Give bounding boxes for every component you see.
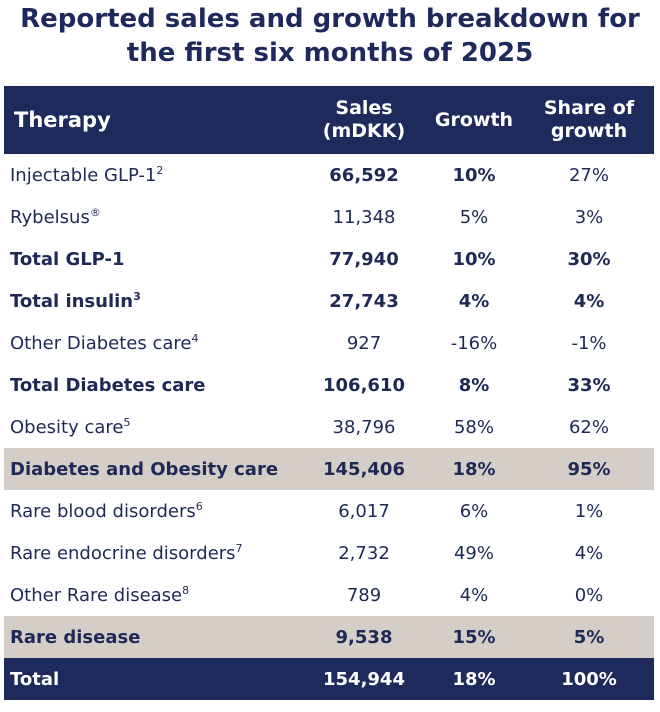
table-row: Other Diabetes care4 927 -16% -1% bbox=[4, 322, 654, 364]
table-row: Rare endocrine disorders7 2,732 49% 4% bbox=[4, 532, 654, 574]
therapy-label: Total insulin bbox=[10, 290, 134, 312]
header-sales-line2: (mDKK) bbox=[322, 120, 406, 142]
share-cell: 1% bbox=[574, 500, 604, 522]
therapy-cell: Total Diabetes care bbox=[4, 364, 304, 406]
therapy-label: Rare endocrine disorders bbox=[10, 542, 236, 564]
share-cell: 95% bbox=[567, 458, 611, 480]
therapy-cell: Total insulin3 bbox=[4, 280, 304, 322]
therapy-cell: Rybelsus® bbox=[4, 196, 304, 238]
share-cell: -1% bbox=[571, 332, 607, 354]
sales-cell: 38,796 bbox=[332, 416, 396, 438]
sales-cell: 106,610 bbox=[323, 374, 405, 396]
growth-cell: 4% bbox=[458, 290, 490, 312]
header-sales-line1: Sales bbox=[335, 97, 393, 119]
therapy-cell: Rare endocrine disorders7 bbox=[4, 532, 304, 574]
sales-cell: 145,406 bbox=[323, 458, 405, 480]
share-cell: 27% bbox=[568, 164, 609, 186]
growth-cell: 58% bbox=[453, 416, 494, 438]
growth-cell: 10% bbox=[452, 248, 496, 270]
therapy-label: Other Rare disease bbox=[10, 584, 183, 606]
table-row: Injectable GLP-12 66,592 10% 27% bbox=[4, 154, 654, 196]
sales-cell: 927 bbox=[346, 332, 382, 354]
share-cell: 5% bbox=[573, 626, 605, 648]
therapy-label: Other Diabetes care bbox=[10, 332, 192, 354]
therapy-label: Diabetes and Obesity care bbox=[10, 458, 279, 480]
growth-cell: 18% bbox=[452, 668, 496, 690]
share-cell: 0% bbox=[574, 584, 604, 606]
table-row: Total Diabetes care 106,610 8% 33% bbox=[4, 364, 654, 406]
sales-cell: 11,348 bbox=[332, 206, 396, 228]
title-line-2: the first six months of 2025 bbox=[126, 38, 534, 68]
table-row: Total GLP-1 77,940 10% 30% bbox=[4, 238, 654, 280]
therapy-label: Total GLP-1 bbox=[10, 248, 125, 270]
sales-cell: 789 bbox=[346, 584, 382, 606]
header-sales: Sales (mDKK) bbox=[304, 86, 424, 154]
therapy-cell: Other Rare disease8 bbox=[4, 574, 304, 616]
header-growth: Growth bbox=[434, 108, 514, 131]
share-cell: 62% bbox=[568, 416, 609, 438]
growth-cell: 5% bbox=[459, 206, 489, 228]
footnote-marker: 4 bbox=[191, 331, 199, 345]
sales-cell: 9,538 bbox=[335, 626, 393, 648]
sales-cell: 77,940 bbox=[329, 248, 399, 270]
growth-cell: 4% bbox=[459, 584, 489, 606]
therapy-label: Rare disease bbox=[10, 626, 141, 648]
sales-table: Therapy Sales (mDKK) Growth Share of gro… bbox=[4, 86, 654, 700]
sales-cell: 66,592 bbox=[329, 164, 399, 186]
growth-cell: -16% bbox=[450, 332, 498, 354]
footnote-marker: 5 bbox=[123, 415, 131, 429]
table-row: Total insulin3 27,743 4% 4% bbox=[4, 280, 654, 322]
therapy-label: Injectable GLP-1 bbox=[10, 164, 157, 186]
table-row: Rare blood disorders6 6,017 6% 1% bbox=[4, 490, 654, 532]
header-share-line2: growth bbox=[550, 120, 628, 142]
subtotal-row: Rare disease 9,538 15% 5% bbox=[4, 616, 654, 658]
growth-cell: 10% bbox=[452, 164, 496, 186]
sales-cell: 6,017 bbox=[338, 500, 390, 522]
sales-cell: 2,732 bbox=[338, 542, 390, 564]
share-cell: 30% bbox=[567, 248, 611, 270]
footnote-marker: 3 bbox=[133, 289, 141, 303]
therapy-label: Total bbox=[10, 668, 60, 690]
therapy-cell: Total GLP-1 bbox=[4, 238, 304, 280]
therapy-cell: Diabetes and Obesity care bbox=[4, 448, 304, 490]
subtotal-row: Diabetes and Obesity care 145,406 18% 95… bbox=[4, 448, 654, 490]
share-cell: 100% bbox=[561, 668, 617, 690]
growth-cell: 15% bbox=[452, 626, 496, 648]
growth-cell: 8% bbox=[458, 374, 490, 396]
table-header-row: Therapy Sales (mDKK) Growth Share of gro… bbox=[4, 86, 654, 154]
therapy-cell: Total bbox=[4, 658, 304, 700]
sales-cell: 27,743 bbox=[329, 290, 399, 312]
therapy-cell: Obesity care5 bbox=[4, 406, 304, 448]
footnote-marker: 2 bbox=[156, 163, 164, 177]
table-row: Obesity care5 38,796 58% 62% bbox=[4, 406, 654, 448]
page-title: Reported sales and growth breakdown for … bbox=[0, 2, 660, 70]
header-therapy: Therapy bbox=[14, 107, 111, 132]
therapy-cell: Injectable GLP-12 bbox=[4, 154, 304, 196]
therapy-cell: Rare disease bbox=[4, 616, 304, 658]
total-row: Total 154,944 18% 100% bbox=[4, 658, 654, 700]
table-row: Other Rare disease8 789 4% 0% bbox=[4, 574, 654, 616]
table-row: Rybelsus® 11,348 5% 3% bbox=[4, 196, 654, 238]
footnote-marker: 8 bbox=[182, 583, 190, 597]
growth-cell: 49% bbox=[453, 542, 494, 564]
therapy-cell: Other Diabetes care4 bbox=[4, 322, 304, 364]
therapy-label: Rybelsus bbox=[10, 206, 90, 228]
therapy-label: Rare blood disorders bbox=[10, 500, 196, 522]
header-share: Share of growth bbox=[524, 86, 654, 154]
therapy-label: Obesity care bbox=[10, 416, 124, 438]
growth-cell: 18% bbox=[452, 458, 496, 480]
therapy-label: Total Diabetes care bbox=[10, 374, 206, 396]
title-line-1: Reported sales and growth breakdown for bbox=[20, 4, 640, 34]
sales-cell: 154,944 bbox=[323, 668, 405, 690]
footnote-marker: 7 bbox=[235, 541, 243, 555]
share-cell: 4% bbox=[573, 290, 605, 312]
header-share-line1: Share of bbox=[543, 97, 635, 119]
share-cell: 33% bbox=[567, 374, 611, 396]
footnote-marker: 6 bbox=[195, 499, 203, 513]
growth-cell: 6% bbox=[459, 500, 489, 522]
share-cell: 4% bbox=[574, 542, 604, 564]
footnote-marker: ® bbox=[89, 205, 101, 219]
share-cell: 3% bbox=[574, 206, 604, 228]
therapy-cell: Rare blood disorders6 bbox=[4, 490, 304, 532]
